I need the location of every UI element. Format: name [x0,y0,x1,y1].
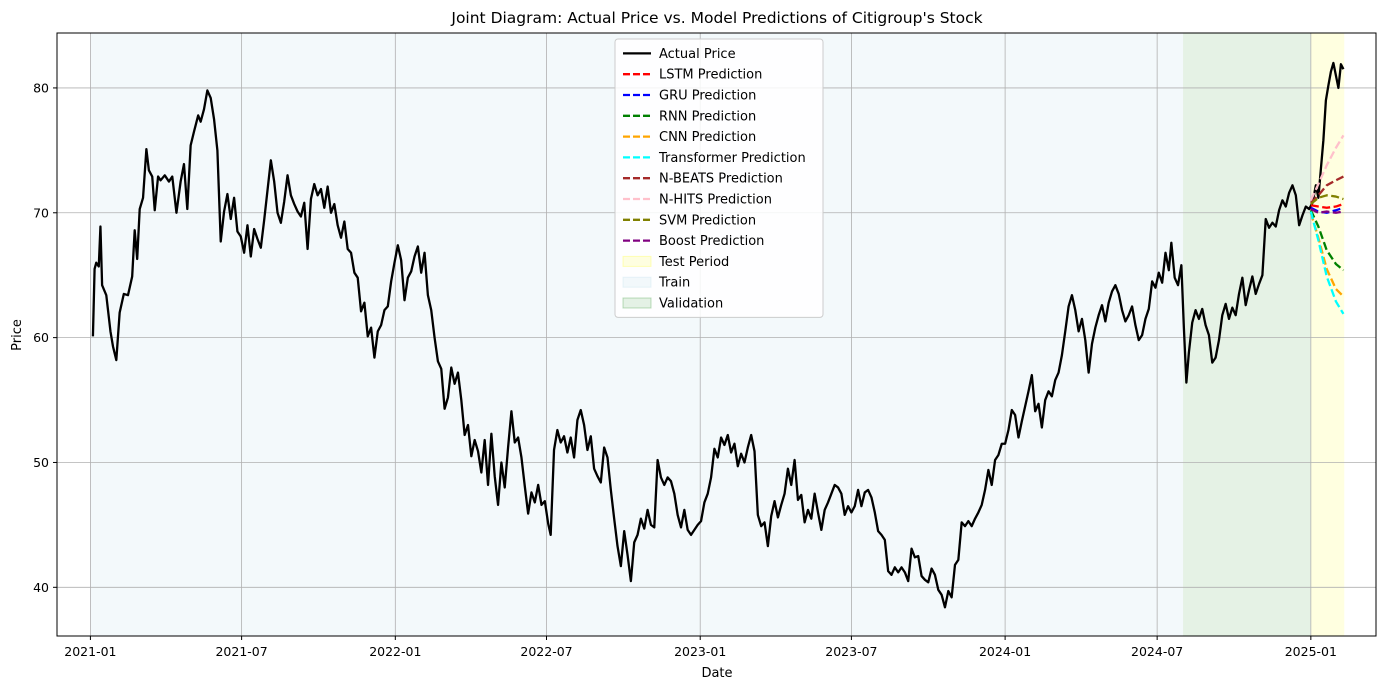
legend-label: GRU Prediction [659,89,756,104]
series-svm-prediction [1310,194,1344,205]
y-tick-label: 80 [33,80,49,95]
chart-title: Joint Diagram: Actual Price vs. Model Pr… [450,9,982,27]
y-axis-ticks: 40 50 60 70 80 [33,80,57,595]
x-tick-label: 2023-07 [825,644,877,659]
legend-label: Boost Prediction [659,234,764,249]
legend-label: Actual Price [659,47,736,62]
legend-item-lstm-prediction: LSTM Prediction [623,68,762,83]
x-tick-label: 2023-01 [674,644,726,659]
legend-item-validation: Validation [622,297,723,312]
series-transformer-prediction [1309,211,1345,315]
x-tick-label: 2022-07 [520,644,572,659]
x-axis-ticks: 2021-01 2021-07 2022-01 2022-07 2023-01 2023-… [64,636,1337,659]
band-test-period [1310,33,1345,636]
legend-label: Train [658,276,690,291]
legend-label: Test Period [658,255,729,270]
legend-item-n-hits-prediction: N-HITS Prediction [623,193,772,208]
legend-item-test-period: Test Period [622,255,729,270]
series-n-hits-prediction [1309,134,1345,201]
grid-lines [57,33,1376,636]
legend-swatch [622,276,652,288]
x-tick-label: 2025-01 [1285,644,1337,659]
legend-swatch [622,297,652,309]
legend-label: Transformer Prediction [658,151,806,166]
x-tick-label: 2021-01 [64,644,116,659]
legend-item-cnn-prediction: CNN Prediction [623,130,756,145]
series-n-beats-prediction [1310,175,1344,204]
legend-label: LSTM Prediction [659,68,762,83]
legend-item-actual-price: Actual Price [623,47,736,62]
legend-item-boost-prediction: Boost Prediction [623,234,764,249]
legend-box [614,38,824,318]
x-tick-label: 2022-01 [369,644,421,659]
legend: Actual Price LSTM Prediction GRU Predictio… [614,38,824,318]
legend-item-rnn-prediction: RNN Prediction [623,109,756,124]
legend-label: CNN Prediction [659,130,756,145]
x-axis-label: Date [701,666,732,681]
legend-item-train: Train [622,276,690,291]
legend-item-transformer-prediction: Transformer Prediction [623,151,806,166]
legend-label: N-HITS Prediction [659,193,772,208]
y-tick-label: 70 [33,205,49,220]
legend-item-svm-prediction: SVM Prediction [623,213,756,228]
band-validation [1183,33,1311,636]
x-tick-label: 2021-07 [215,644,267,659]
series-boost-prediction [1310,208,1344,214]
x-tick-label: 2024-07 [1131,644,1183,659]
series-lstm-prediction [1310,202,1344,209]
series-group [91,61,1345,609]
legend-label: N-BEATS Prediction [659,172,783,187]
plot-frame [56,32,1377,637]
series-rnn-prediction [1309,209,1345,272]
series-actual-price [91,61,1345,609]
y-axis-label: Price [10,319,25,351]
x-tick-label: 2024-01 [979,644,1031,659]
legend-label: SVM Prediction [659,213,756,228]
legend-swatch [622,255,652,267]
y-tick-label: 40 [33,580,49,595]
y-tick-label: 60 [33,330,49,345]
y-tick-label: 50 [33,455,49,470]
legend-label: Validation [659,297,723,312]
legend-label: RNN Prediction [659,109,756,124]
legend-item-gru-prediction: GRU Prediction [623,89,756,104]
legend-item-n-beats-prediction: N-BEATS Prediction [623,172,783,187]
